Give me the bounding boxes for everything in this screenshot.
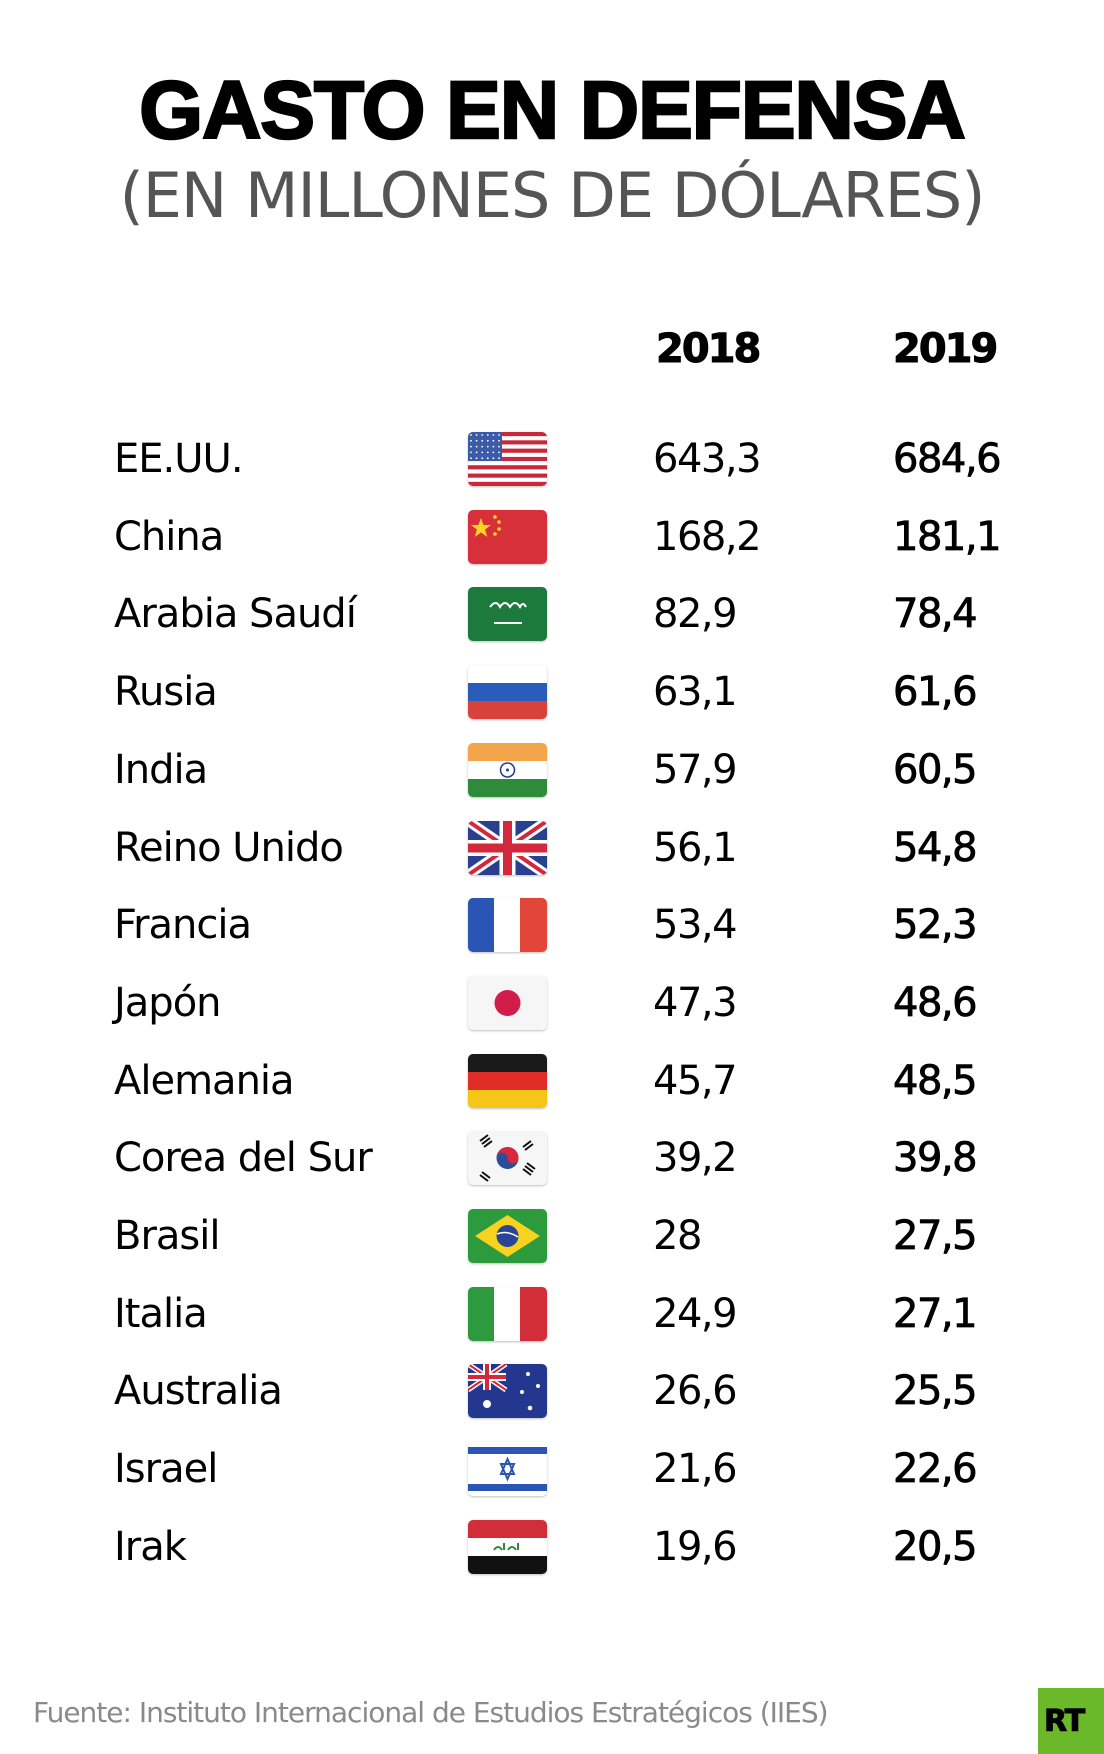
rt-logo-text: RT — [1043, 1703, 1085, 1739]
table-row: Italia 24,9 27,1 — [0, 1275, 1104, 1353]
country-name: Reino Unido — [114, 824, 344, 871]
value-2019: 78,4 — [893, 591, 978, 638]
value-2018: 39,2 — [653, 1135, 738, 1182]
value-2018: 56,1 — [653, 824, 738, 871]
india-flag-icon — [468, 742, 547, 797]
value-2018: 24,9 — [653, 1290, 738, 1337]
value-2019: 48,6 — [893, 979, 978, 1026]
value-2019: 181,1 — [893, 513, 1002, 560]
country-name: Alemania — [114, 1057, 295, 1104]
country-name: Italia — [114, 1290, 208, 1337]
value-2019: 27,5 — [893, 1213, 978, 1260]
rt-logo: RT — [1038, 1688, 1104, 1754]
table-row: Arabia Saudí 82,9 78,4 — [0, 575, 1104, 653]
value-2018: 45,7 — [653, 1057, 738, 1104]
country-name: Irak — [114, 1523, 187, 1570]
country-name: Francia — [114, 902, 252, 949]
page-subtitle: (EN MILLONES DE DÓLARES) — [119, 159, 986, 232]
italy-flag-icon — [468, 1286, 547, 1341]
table-row: Brasil 28 27,5 — [0, 1197, 1104, 1275]
table-row: India 57,9 60,5 — [0, 731, 1104, 809]
australia-flag-icon — [468, 1364, 547, 1419]
value-2018: 19,6 — [653, 1523, 738, 1570]
japan-flag-icon — [468, 975, 547, 1030]
country-name: Brasil — [114, 1213, 220, 1259]
value-2019: 39,8 — [893, 1135, 978, 1182]
country-name: Japón — [114, 979, 222, 1026]
brazil-flag-icon — [468, 1209, 547, 1263]
value-2019: 60,5 — [893, 746, 978, 793]
column-header-2019: 2019 — [892, 326, 998, 373]
value-2018: 82,9 — [653, 591, 738, 638]
value-2018: 53,4 — [653, 902, 738, 949]
country-name: EE.UU. — [114, 436, 244, 482]
value-2019: 48,5 — [893, 1057, 978, 1104]
value-2019: 54,8 — [893, 824, 978, 871]
uk-flag-icon — [468, 820, 547, 875]
value-2018: 26,6 — [653, 1368, 738, 1415]
south-korea-flag-icon — [468, 1131, 547, 1186]
table-row: Australia 26,6 25,5 — [0, 1352, 1104, 1430]
value-2018: 643,3 — [653, 436, 762, 482]
country-name: Arabia Saudí — [114, 591, 357, 638]
country-name: China — [114, 513, 224, 560]
israel-flag-icon — [468, 1442, 547, 1497]
saudi-arabia-flag-icon — [468, 587, 547, 642]
value-2019: 20,5 — [893, 1523, 978, 1570]
value-2018: 168,2 — [653, 513, 762, 560]
value-2018: 28 — [653, 1213, 702, 1259]
france-flag-icon — [468, 898, 547, 953]
iraq-flag-icon — [468, 1519, 547, 1574]
value-2018: 57,9 — [653, 746, 738, 793]
source-note: Fuente: Instituto Internacional de Estud… — [33, 1696, 829, 1729]
table-row: Francia 53,4 52,3 — [0, 886, 1104, 964]
value-2019: 22,6 — [893, 1446, 978, 1493]
value-2018: 63,1 — [653, 669, 738, 716]
us-flag-icon — [468, 432, 547, 486]
country-name: India — [114, 746, 208, 793]
country-name: Corea del Sur — [114, 1135, 373, 1182]
table-row: Israel 21,6 22,6 — [0, 1430, 1104, 1508]
russia-flag-icon — [468, 665, 547, 720]
table-row: Corea del Sur 39,2 39,8 — [0, 1119, 1104, 1197]
table-row: Rusia 63,1 61,6 — [0, 653, 1104, 731]
country-name: Rusia — [114, 669, 218, 716]
table-row: EE.UU. 643,3 684,6 — [0, 420, 1104, 498]
table-row: China 168,2 181,1 — [0, 498, 1104, 576]
value-2018: 47,3 — [653, 979, 738, 1026]
country-name: Israel — [114, 1446, 218, 1493]
value-2018: 21,6 — [653, 1446, 738, 1493]
value-2019: 684,6 — [893, 436, 1002, 483]
value-2019: 52,3 — [893, 902, 978, 949]
table-row: Irak 19,6 20,5 — [0, 1508, 1104, 1586]
germany-flag-icon — [468, 1053, 547, 1108]
page-title: GASTO EN DEFENSA — [138, 64, 967, 157]
value-2019: 25,5 — [893, 1368, 978, 1415]
country-name: Australia — [114, 1368, 283, 1415]
value-2019: 61,6 — [893, 669, 978, 716]
table-row: Japón 47,3 48,6 — [0, 964, 1104, 1042]
column-header-2018: 2018 — [655, 326, 761, 373]
china-flag-icon — [468, 509, 547, 564]
value-2019: 27,1 — [893, 1290, 978, 1337]
table-row: Alemania 45,7 48,5 — [0, 1042, 1104, 1120]
table-row: Reino Unido 56,1 54,8 — [0, 809, 1104, 887]
